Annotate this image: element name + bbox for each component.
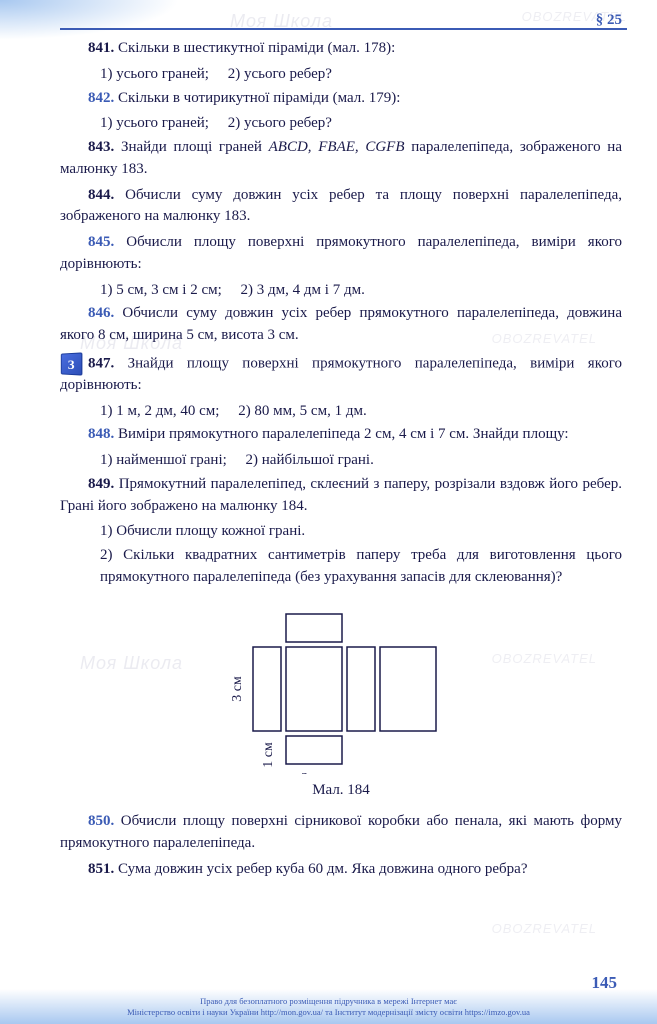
problem-number: 842.: [88, 90, 114, 106]
watermark-text: Моя Школа: [230, 8, 333, 34]
problem-number: 843.: [88, 139, 114, 155]
problem-842: 842. Скільки в чотирикутної піраміди (ма…: [60, 88, 622, 110]
net-diagram: 3 см 1 см 2 см: [211, 604, 471, 774]
problem-text: Обчисли суму довжин усіх ребер прямокутн…: [60, 305, 622, 343]
problem-844: 844. Обчисли суму довжин усіх ребер та п…: [60, 185, 622, 229]
problem-sub: 1) усього граней; 2) усього ребер?: [60, 64, 622, 86]
watermark-text: OBOZREVATEL: [492, 920, 597, 939]
problem-847: З 847. Знайди площу поверхні прямокутного…: [60, 353, 622, 397]
problem-sub: 1) Обчисли площу кожної грані.: [60, 521, 622, 543]
problem-text: Скільки в шестикутної піраміди (мал. 178…: [118, 40, 395, 56]
problem-849: 849. Прямокутний паралелепіпед, склеєний…: [60, 474, 622, 518]
figure-184: 3 см 1 см 2 см Мал. 184: [60, 604, 622, 802]
problem-number: 841.: [88, 40, 114, 56]
problem-851: 851. Сума довжин усіх ребер куба 60 дм. …: [60, 859, 622, 881]
problem-841: 841. Скільки в шестикутної піраміди (мал…: [60, 38, 622, 60]
header-rule: [60, 28, 627, 30]
problem-sub: 1) 1 м, 2 дм, 40 см; 2) 80 мм, 5 см, 1 д…: [60, 401, 622, 423]
problem-text: Обчисли площу поверхні сірникової коробк…: [60, 813, 622, 851]
figure-caption: Мал. 184: [60, 780, 622, 802]
problem-number: 849.: [88, 476, 114, 492]
cube-icon: З: [61, 352, 83, 375]
problem-number: 848.: [88, 426, 114, 442]
problem-number: 850.: [88, 813, 114, 829]
page-gradient-top: [0, 0, 180, 40]
problem-text: Обчисли площу поверхні прямокутного пара…: [60, 234, 622, 272]
problem-text: Обчисли суму довжин усіх ребер та площу …: [60, 187, 622, 225]
problem-sub: 1) усього граней; 2) усього ребер?: [60, 113, 622, 135]
problem-number: 844.: [88, 187, 114, 203]
problem-text: Знайди площу поверхні прямокутного парал…: [60, 355, 622, 393]
problem-sub: 1) 5 см, 3 см і 2 см; 2) 3 дм, 4 дм і 7 …: [60, 280, 622, 302]
problem-number: 847.: [88, 355, 114, 371]
svg-text:1 см: 1 см: [261, 742, 276, 768]
svg-text:3 см: 3 см: [230, 676, 245, 702]
problem-848: 848. Виміри прямокутного паралелепіпеда …: [60, 424, 622, 446]
problem-text: Скільки в чотирикутної піраміди (мал. 17…: [118, 90, 400, 106]
svg-text:2 см: 2 см: [301, 771, 327, 774]
page-number: 145: [592, 971, 618, 996]
problem-845: 845. Обчисли площу поверхні прямокутного…: [60, 232, 622, 276]
problem-number: 845.: [88, 234, 114, 250]
problem-text: Сума довжин усіх ребер куба 60 дм. Яка д…: [118, 861, 528, 877]
problem-text: Прямокутний паралелепіпед, склеєний з па…: [60, 476, 622, 514]
problem-number: 846.: [88, 305, 114, 321]
problem-number: 851.: [88, 861, 114, 877]
problem-sub: 2) Скільки квадратних сантиметрів паперу…: [60, 545, 622, 589]
content-area: 841. Скільки в шестикутної піраміди (мал…: [60, 38, 622, 885]
problem-sub: 1) найменшої грані; 2) найбільшої грані.: [60, 450, 622, 472]
problem-843: 843. Знайди площі граней ABCD, FBAE, CGF…: [60, 137, 622, 181]
footer-text: Право для безоплатного розміщення підруч…: [20, 996, 637, 1018]
problem-850: 850. Обчисли площу поверхні сірникової к…: [60, 811, 622, 855]
problem-text: Виміри прямокутного паралелепіпеда 2 см,…: [118, 426, 569, 442]
problem-846: 846. Обчисли суму довжин усіх ребер прям…: [60, 303, 622, 347]
